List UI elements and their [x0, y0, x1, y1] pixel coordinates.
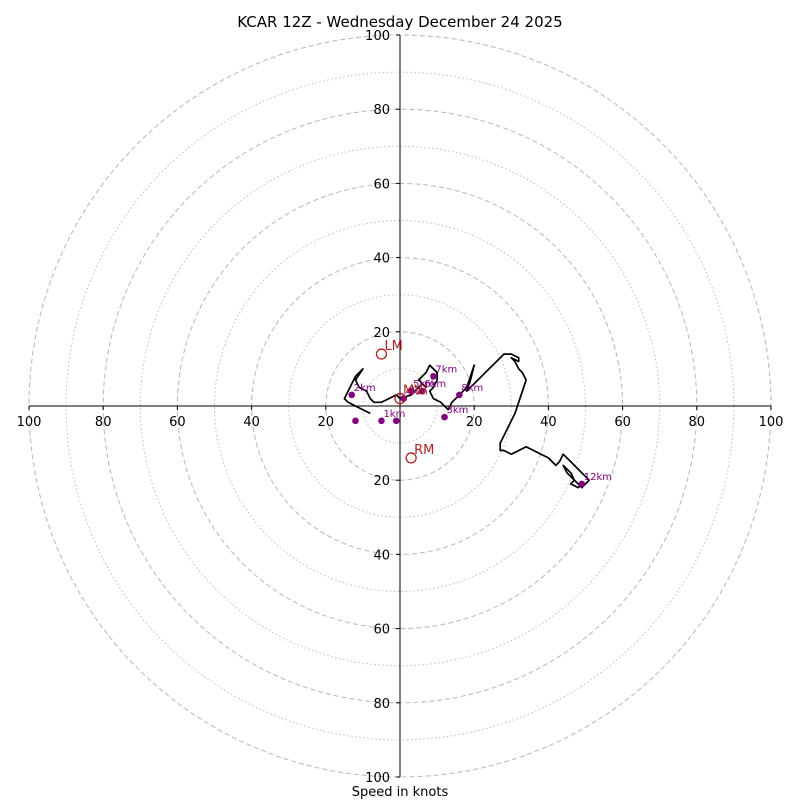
x-tick-label: 20 — [466, 415, 483, 430]
height-label-1: 1km — [383, 409, 405, 420]
height-label-8: 8km — [461, 383, 483, 394]
y-tick-label: 80 — [373, 697, 390, 712]
storm-motion-markers: LM RM MW — [375, 339, 434, 464]
height-point-5 — [407, 387, 415, 395]
y-tick-label: 100 — [365, 29, 390, 44]
x-tick-label: 100 — [759, 415, 784, 430]
x-tick-label: 80 — [689, 415, 706, 430]
height-point-10 — [578, 480, 586, 488]
y-tick-label: 20 — [373, 326, 390, 341]
x-axis-label: Speed in knots — [352, 785, 449, 800]
height-point-8 — [456, 391, 463, 399]
x-tick-label: 20 — [318, 415, 335, 430]
y-tick-label: 60 — [373, 177, 390, 192]
height-point-9 — [392, 417, 400, 425]
motion-label-lm: LM — [384, 339, 402, 354]
x-tick-label: 60 — [614, 415, 631, 430]
axes — [29, 35, 771, 777]
x-tick-label: 40 — [243, 415, 260, 430]
height-label-10: 12km — [584, 472, 612, 483]
x-tick-label: 100 — [17, 415, 42, 430]
height-point-1 — [378, 417, 385, 425]
motion-marker-rm — [405, 452, 417, 464]
height-label-2: 2km — [354, 383, 376, 394]
y-tick-label: 60 — [373, 623, 390, 638]
motion-marker-mw — [394, 392, 406, 405]
height-point-2 — [348, 391, 356, 399]
height-point-0 — [352, 417, 359, 425]
y-tick-label: 20 — [373, 474, 390, 489]
motion-marker-lm — [375, 348, 388, 360]
height-label-7: 7km — [435, 364, 457, 375]
height-label-6: 6km — [424, 379, 446, 390]
tick-labels: 100 100 80 80 60 60 40 40 20 20 20 20 40 40 60 60 80 80 10… — [17, 29, 784, 786]
height-label-5: 5km — [413, 379, 435, 390]
x-tick-label: 40 — [540, 415, 557, 430]
y-tick-label: 40 — [373, 252, 390, 267]
hodograph-line — [343, 353, 591, 489]
motion-label-mw: MW — [403, 384, 427, 399]
height-label-4: 4km — [406, 387, 428, 398]
y-tick-label: 100 — [365, 771, 390, 786]
y-tick-label: 40 — [373, 548, 390, 563]
height-point-3 — [441, 413, 448, 421]
height-point-6 — [418, 387, 426, 395]
height-label-3: 3km — [447, 405, 469, 416]
x-tick-label: 80 — [95, 415, 112, 430]
motion-label-rm: RM — [414, 443, 434, 458]
y-tick-label: 80 — [373, 103, 390, 118]
height-point-7 — [430, 373, 437, 380]
x-tick-label: 60 — [169, 415, 186, 430]
chart-title: KCAR 12Z - Wednesday December 24 2025 — [237, 13, 562, 31]
